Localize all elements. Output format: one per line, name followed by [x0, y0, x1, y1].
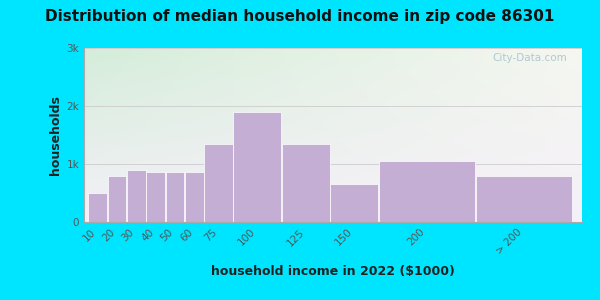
Bar: [166, 172, 184, 222]
X-axis label: household income in 2022 ($1000): household income in 2022 ($1000): [211, 265, 455, 278]
Bar: [146, 172, 165, 222]
Bar: [379, 161, 475, 222]
Text: City-Data.com: City-Data.com: [493, 53, 567, 63]
Text: Distribution of median household income in zip code 86301: Distribution of median household income …: [46, 9, 554, 24]
Bar: [282, 144, 330, 222]
Bar: [107, 176, 127, 222]
Bar: [205, 144, 233, 222]
Bar: [476, 176, 572, 222]
Bar: [88, 193, 107, 222]
Bar: [331, 184, 378, 222]
Bar: [185, 172, 204, 222]
Bar: [233, 112, 281, 222]
Y-axis label: households: households: [49, 95, 62, 175]
Bar: [127, 170, 146, 222]
